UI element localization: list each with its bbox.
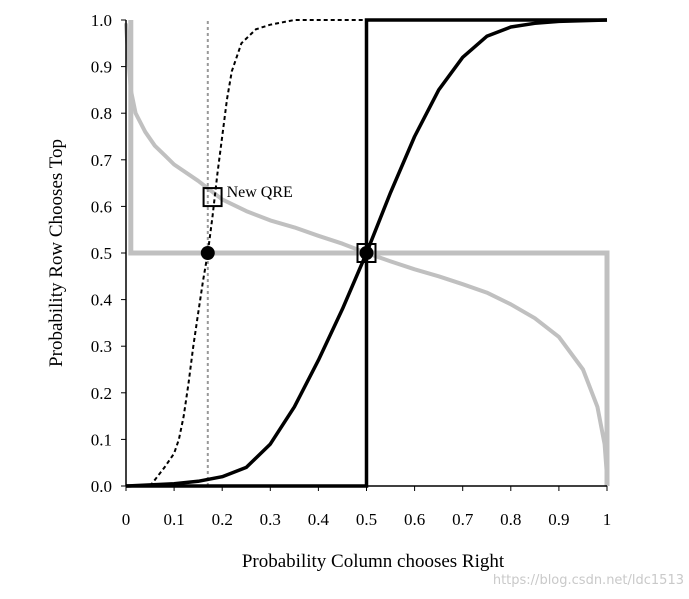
x-tick-label: 0 [122, 510, 131, 529]
y-tick-label: 0.7 [91, 151, 113, 170]
equilibrium-dot [200, 246, 215, 260]
y-tick-label: 0.2 [91, 384, 112, 403]
y-axis-title: Probability Row Chooses Top [46, 139, 67, 367]
x-tick-label: 0.3 [260, 510, 281, 529]
x-tick-label: 0.2 [212, 510, 233, 529]
qre-square-marker [356, 243, 377, 263]
y-tick-label: 0.0 [91, 477, 112, 496]
y-tick-label: 0.1 [91, 430, 112, 449]
x-tick-label: 0.5 [356, 510, 377, 529]
x-tick-label: 1 [603, 510, 612, 529]
x-tick-label: 0.9 [548, 510, 569, 529]
y-tick-label: 0.4 [91, 291, 113, 310]
y-tick-label: 0.6 [91, 197, 112, 216]
x-tick-label: 0.6 [404, 510, 425, 529]
marker-layer [200, 187, 377, 263]
annotation-label: New QRE [227, 184, 293, 201]
x-tick-label: 0.4 [308, 510, 330, 529]
y-tick-label: 0.9 [91, 58, 112, 77]
x-axis-title: Probability Column chooses Right [242, 551, 505, 572]
x-tick-label: 0.7 [452, 510, 474, 529]
series-line-gray-curve [124, 22, 609, 479]
tick-layer: 0 0.1 0.2 0.3 0.4 0.5 0.6 0.7 0.8 0.9 1 0.0 0.1 0.2 0.… [91, 11, 612, 529]
y-tick-label: 0.3 [91, 337, 112, 356]
qre-square-marker [202, 187, 223, 208]
y-tick-label: 1.0 [91, 11, 112, 30]
watermark-text: https://blog.csdn.net/ldc1513 [493, 573, 684, 588]
series-line-black-dashed [149, 19, 367, 487]
y-tick-label: 0.8 [91, 104, 112, 123]
equilibrium-dot [359, 246, 374, 260]
x-tick-label: 0.8 [500, 510, 521, 529]
annotation-layer: New QRE [227, 184, 293, 201]
x-tick-label: 0.1 [163, 510, 184, 529]
y-tick-label: 0.5 [91, 244, 112, 263]
